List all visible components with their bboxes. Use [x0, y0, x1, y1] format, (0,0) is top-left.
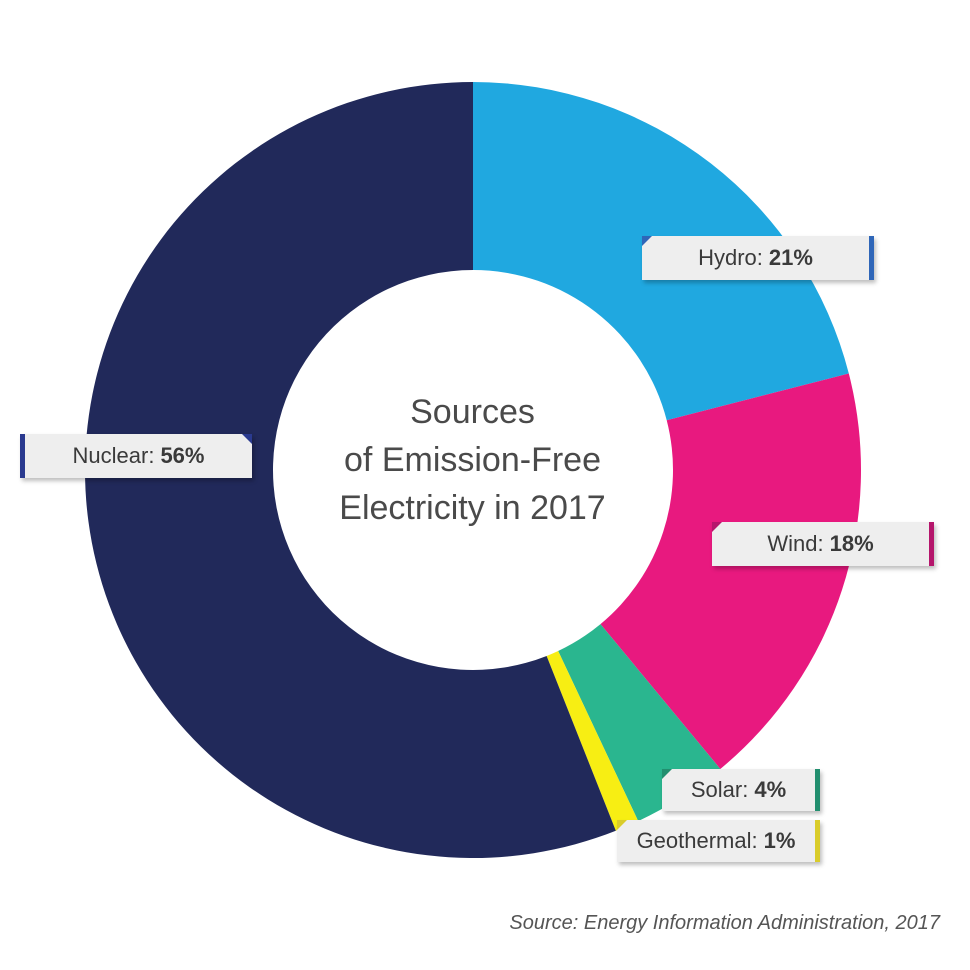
label-wind: Wind: 18%	[712, 522, 934, 566]
slice-geothermal	[546, 650, 639, 831]
label-nuclear: Nuclear: 56%	[20, 434, 252, 478]
label-hydro-name: Hydro:	[698, 245, 763, 270]
label-nuclear-name: Nuclear:	[72, 443, 155, 468]
chart-title: Sources of Emission-Free Electricity in …	[300, 388, 645, 532]
chart-title-line-3: Electricity in 2017	[339, 489, 606, 527]
label-geothermal: Geothermal: 1%	[617, 820, 820, 862]
label-geothermal-value: 1%	[763, 828, 796, 853]
label-hydro: Hydro: 21%	[642, 236, 874, 280]
label-hydro-value: 21%	[768, 245, 813, 270]
slice-nuclear	[84, 82, 616, 858]
slice-wind	[600, 373, 861, 769]
label-nuclear-value: 56%	[160, 443, 205, 468]
label-geothermal-name: Geothermal:	[636, 828, 758, 853]
source-note: Source: Energy Information Administratio…	[509, 912, 940, 934]
label-solar: Solar: 4%	[662, 769, 820, 811]
label-solar-name: Solar:	[690, 777, 749, 802]
label-wind-value: 18%	[829, 531, 874, 556]
chart-title-line-1: Sources	[410, 393, 535, 431]
label-solar-value: 4%	[754, 777, 787, 802]
label-wind-name: Wind:	[767, 531, 824, 556]
chart-title-line-2: of Emission-Free	[344, 441, 601, 479]
